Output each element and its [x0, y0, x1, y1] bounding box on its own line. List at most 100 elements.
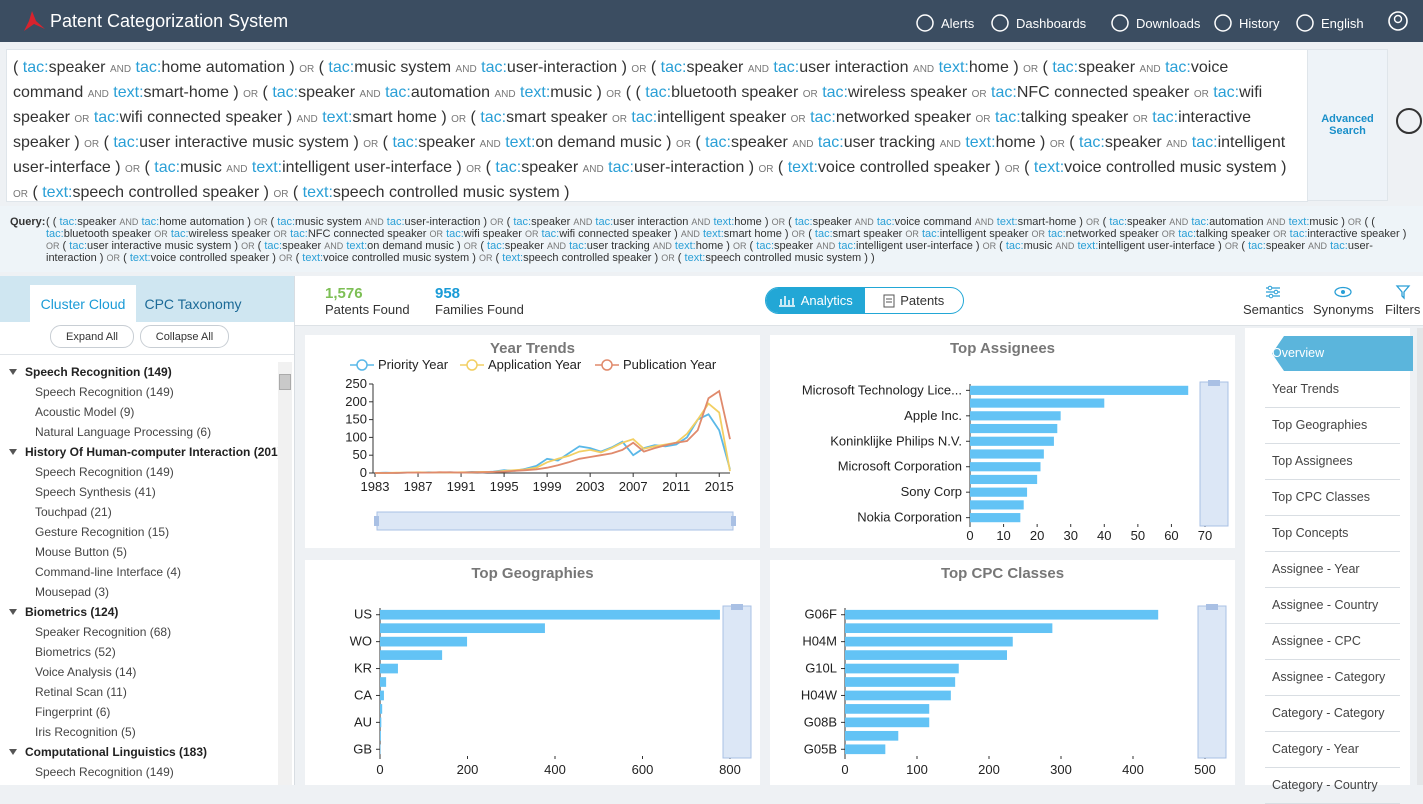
side-nav-item[interactable]: Assignee - Category	[1265, 660, 1400, 696]
operator: AND	[297, 114, 318, 125]
operator: OR	[13, 189, 28, 200]
user-icon[interactable]	[1387, 10, 1409, 32]
operator: OR	[803, 89, 818, 100]
tree-group[interactable]: History Of Human-computer Interaction (2…	[0, 442, 276, 462]
bar	[970, 411, 1061, 420]
bar	[845, 704, 929, 714]
tree-item[interactable]: Touchpad (21)	[0, 502, 276, 522]
tree-item[interactable]: Speech Recognition (149)	[0, 462, 276, 482]
field: text:	[685, 252, 706, 264]
scrollbar[interactable]	[1417, 328, 1423, 785]
tree-item[interactable]: Natural Language Processing (6)	[0, 422, 276, 442]
term: home )	[996, 134, 1050, 151]
operator: AND	[940, 139, 961, 150]
side-nav-item[interactable]: Assignee - CPC	[1265, 624, 1400, 660]
term: smart-home )	[1018, 216, 1086, 228]
collapse-button[interactable]: Collapse All	[140, 325, 229, 348]
side-nav-item[interactable]: Overview	[1272, 336, 1413, 371]
tree-item[interactable]: Mousepad (3)	[0, 582, 276, 602]
field: text:	[675, 240, 696, 252]
field: tac:	[136, 59, 162, 76]
nav-item[interactable]: History	[1213, 13, 1279, 33]
field: tac:	[290, 228, 308, 240]
field: tac:	[481, 59, 507, 76]
side-nav-item[interactable]: Category - Country	[1265, 768, 1400, 804]
advanced-search[interactable]: Advanced Search	[1307, 49, 1388, 201]
side-nav-item[interactable]: Year Trends	[1265, 372, 1400, 408]
toggle-option[interactable]: Patents	[865, 288, 964, 313]
tree-item[interactable]: Speaker Recognition (68)	[0, 622, 276, 642]
nav-icon	[1213, 13, 1233, 33]
tree-group[interactable]: Computational Linguistics (183)	[0, 742, 276, 762]
y-tick-label: G06F	[804, 607, 837, 622]
tree-item[interactable]: Speech Recognition (149)	[0, 762, 276, 782]
tool[interactable]: Semantics	[1243, 284, 1304, 317]
field: tac:	[171, 228, 189, 240]
tree-item[interactable]: Retinal Scan (11)	[0, 682, 276, 702]
expand-button[interactable]: Expand All	[50, 325, 134, 348]
side-nav-item[interactable]: Top Concepts	[1265, 516, 1400, 552]
side-nav-item[interactable]: Assignee - Year	[1265, 552, 1400, 588]
nav-item[interactable]: Dashboards	[990, 13, 1086, 33]
zoom-handle	[1206, 604, 1218, 610]
tree-item[interactable]: Command-line Interface (4)	[0, 562, 276, 582]
zoom-handle	[731, 604, 743, 610]
y-tick-label: 0	[360, 465, 367, 480]
tool[interactable]: Synonyms	[1313, 284, 1374, 317]
term: (	[293, 252, 303, 264]
field: tac:	[387, 216, 405, 228]
tool-icon	[1334, 284, 1352, 300]
scrollbar[interactable]	[278, 362, 292, 785]
operator: OR	[84, 139, 99, 150]
tree-item[interactable]: Iris Recognition (5)	[0, 722, 276, 742]
tab[interactable]: Cluster Cloud	[30, 285, 136, 322]
operator: AND	[1055, 241, 1074, 251]
field: tac:	[661, 59, 687, 76]
nav-item[interactable]: Downloads	[1110, 13, 1200, 33]
field: text:	[346, 240, 367, 252]
operator: OR	[154, 229, 168, 239]
side-nav-item[interactable]: Top Geographies	[1265, 408, 1400, 444]
operator: AND	[324, 241, 343, 251]
operator: AND	[456, 64, 477, 75]
side-nav-item[interactable]: Assignee - Country	[1265, 588, 1400, 624]
term: (	[675, 252, 685, 264]
search-icon[interactable]	[1392, 105, 1423, 141]
y-tick-label: H04M	[802, 634, 837, 649]
field: text:	[130, 252, 151, 264]
tree-item[interactable]: Fingerprint (6)	[0, 702, 276, 722]
side-nav-item[interactable]: Top Assignees	[1265, 444, 1400, 480]
tree-item[interactable]: Acoustic Model (9)	[0, 402, 276, 422]
tree-item[interactable]: Voice Analysis (14)	[0, 662, 276, 682]
tree-item[interactable]: Speech Recognition (149)	[0, 382, 276, 402]
operator: OR	[273, 189, 288, 200]
side-nav-item[interactable]: Top CPC Classes	[1265, 480, 1400, 516]
side-nav-item[interactable]: Category - Category	[1265, 696, 1400, 732]
term: (	[1020, 159, 1034, 176]
tree-item[interactable]: Speech Synthesis (41)	[0, 482, 276, 502]
field: tac:	[705, 134, 731, 151]
tree-item[interactable]: Gesture Recognition (15)	[0, 522, 276, 542]
field: text:	[1289, 216, 1310, 228]
tree-group[interactable]: Biometrics (124)	[0, 602, 276, 622]
operator: AND	[691, 217, 710, 227]
term: music system	[295, 216, 365, 228]
field: tac:	[141, 216, 159, 228]
field: text:	[505, 134, 535, 151]
bar	[845, 610, 1158, 620]
query-text: ( ( tac:speaker AND tac:home automation …	[46, 206, 1416, 272]
side-nav-item[interactable]: Category - Year	[1265, 732, 1400, 768]
tool[interactable]: Filters	[1385, 284, 1420, 317]
tree-item[interactable]: Biometrics (52)	[0, 642, 276, 662]
field: tac:	[595, 216, 613, 228]
tree-group[interactable]: Speech Recognition (149)	[0, 362, 276, 382]
nav-icon	[1110, 13, 1130, 33]
nav-item[interactable]: English	[1295, 13, 1364, 33]
tab[interactable]: CPC Taxonomy	[140, 285, 246, 322]
tree-item[interactable]: Mouse Button (5)	[0, 542, 276, 562]
toggle-option[interactable]: Analytics	[766, 288, 865, 313]
search-input[interactable]: ( tac:speaker AND tac:home automation ) …	[6, 49, 1308, 202]
nav-item[interactable]: Alerts	[915, 13, 974, 33]
term: on demand music )	[367, 240, 464, 252]
